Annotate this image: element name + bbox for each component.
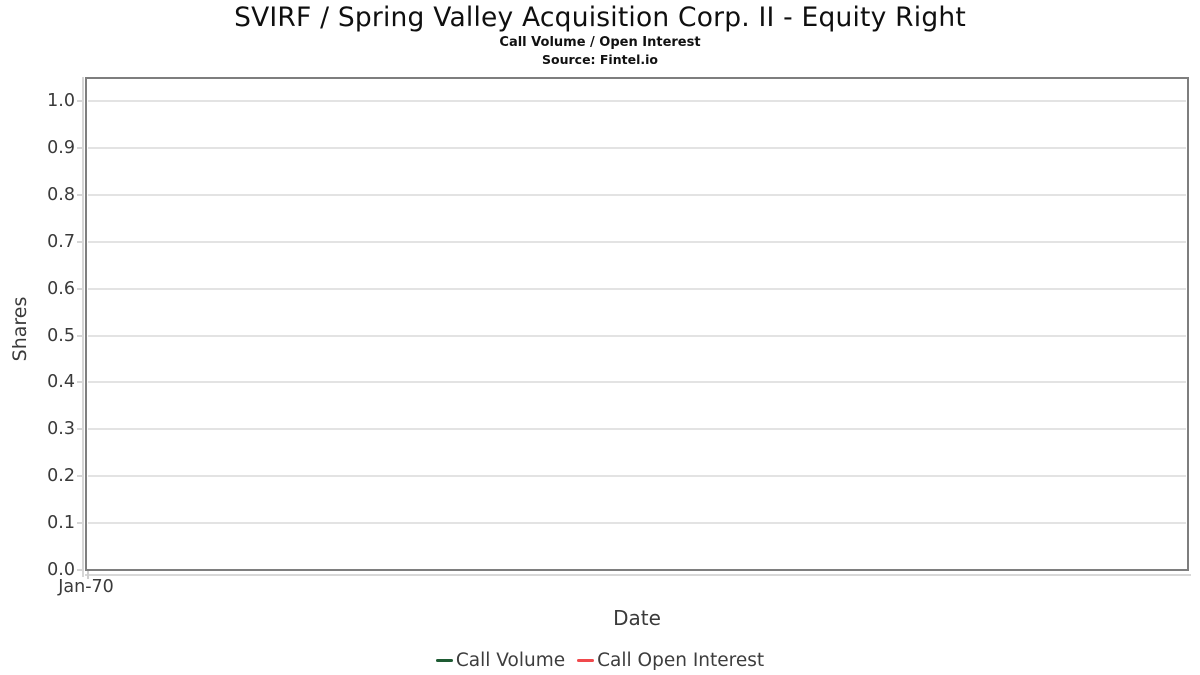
x-axis-line	[85, 574, 1191, 576]
legend-line-icon	[435, 658, 453, 662]
y-tick-label: 0.8	[47, 185, 75, 205]
y-tick-label: 0.1	[47, 513, 75, 533]
gridline	[88, 241, 1186, 243]
gridline	[88, 475, 1186, 477]
legend-item-label: Call Open Interest	[597, 649, 765, 671]
gridline	[88, 288, 1186, 290]
y-tick-label: 1.0	[47, 91, 75, 111]
y-axis-title: Shares	[9, 296, 31, 362]
gridline	[88, 335, 1186, 337]
gridline	[88, 522, 1186, 524]
y-tick-mark	[77, 522, 84, 524]
y-tick-mark	[77, 100, 84, 102]
y-tick-label: 0.9	[47, 138, 75, 158]
y-tick-label: 0.7	[47, 232, 75, 252]
y-tick-mark	[77, 288, 84, 290]
y-axis-line	[82, 77, 84, 577]
y-tick-label: 0.3	[47, 419, 75, 439]
y-tick-mark	[77, 194, 84, 196]
gridline	[88, 428, 1186, 430]
y-tick-mark	[77, 428, 84, 430]
y-tick-mark	[77, 475, 84, 477]
y-tick-mark	[77, 381, 84, 383]
y-tick-mark	[77, 569, 84, 571]
y-tick-label: 0.0	[47, 560, 75, 580]
x-tick-mark	[87, 571, 89, 579]
legend: Call Volume Call Open Interest	[0, 646, 1200, 674]
legend-line-icon	[577, 658, 595, 662]
gridline	[88, 381, 1186, 383]
legend-item-call-open-interest[interactable]: Call Open Interest	[577, 650, 764, 671]
y-tick-mark	[77, 335, 84, 337]
chart-subtitle: Call Volume / Open Interest	[499, 35, 701, 50]
y-tick-label: 0.5	[47, 326, 75, 346]
chart-source-credit: Source: Fintel.io	[542, 52, 658, 67]
chart-title: SVIRF / Spring Valley Acquisition Corp. …	[234, 2, 966, 33]
plot-area	[85, 77, 1189, 571]
x-axis-title: Date	[613, 606, 661, 630]
y-tick-label: 0.2	[47, 466, 75, 486]
legend-item-call-volume[interactable]: Call Volume	[435, 649, 566, 671]
y-tick-mark	[77, 147, 84, 149]
x-tick-label: Jan-70	[58, 577, 114, 597]
gridline	[88, 147, 1186, 149]
gridline	[88, 194, 1186, 196]
y-tick-label: 0.6	[47, 279, 75, 299]
y-tick-mark	[77, 241, 84, 243]
y-tick-label: 0.4	[47, 372, 75, 392]
legend-item-label: Call Volume	[455, 649, 566, 671]
gridline	[88, 100, 1186, 102]
